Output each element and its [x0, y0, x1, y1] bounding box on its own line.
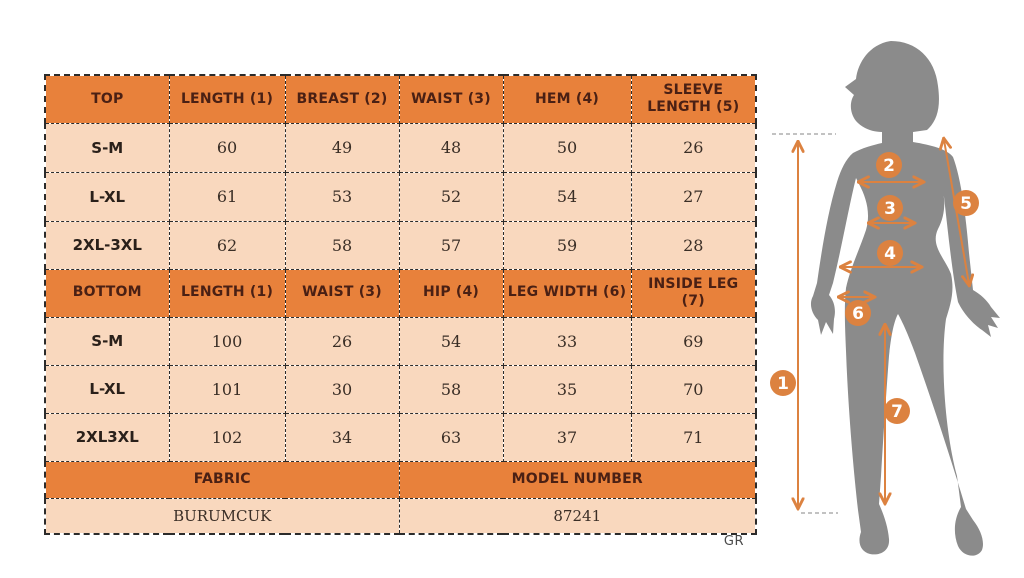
- measurement-value: 49: [284, 122, 400, 173]
- column-header: HEM (4): [502, 74, 632, 124]
- measurement-value: 48: [398, 122, 504, 173]
- sleeve-length-arrow: [944, 140, 969, 284]
- table-row: FABRIC MODEL NUMBER: [44, 460, 757, 499]
- size-label: S-M: [44, 316, 170, 366]
- body-measurement-diagram: 1 2 3 4 5 6 7: [770, 41, 1000, 556]
- size-label: L-XL: [44, 171, 170, 222]
- table-row: L-XL 101 30 58 35 70: [44, 364, 757, 414]
- column-header: HIP (4): [398, 268, 504, 318]
- measurement-value: 57: [398, 220, 504, 270]
- measurement-value: 27: [630, 171, 757, 222]
- size-label: 2XL-3XL: [44, 220, 170, 270]
- svg-text:1: 1: [777, 374, 789, 394]
- measurement-value: 71: [630, 412, 757, 462]
- measurement-value: 63: [398, 412, 504, 462]
- table-row: 2XL-3XL 62 58 57 59 28: [44, 220, 757, 270]
- table-row: TOP LENGTH (1) BREAST (2) WAIST (3) HEM …: [44, 74, 757, 124]
- measurement-value: 69: [630, 316, 757, 366]
- column-header: LEG WIDTH (6): [502, 268, 632, 318]
- measurement-value: 59: [502, 220, 632, 270]
- measurement-value: 70: [630, 364, 757, 414]
- measurement-value: 61: [168, 171, 286, 222]
- marker-badge-1: 1: [770, 370, 796, 396]
- size-label: S-M: [44, 122, 170, 173]
- table-row: BOTTOM LENGTH (1) WAIST (3) HIP (4) LEG …: [44, 268, 757, 318]
- svg-text:6: 6: [852, 304, 864, 324]
- measurement-figure: 1 2 3 4 5 6 7: [765, 20, 1024, 575]
- marker-badge-6: 6: [845, 300, 871, 326]
- measurement-value: 54: [502, 171, 632, 222]
- measurement-value: 102: [168, 412, 286, 462]
- measurement-value: 62: [168, 220, 286, 270]
- bottom-section-header: BOTTOM: [44, 268, 170, 318]
- marker-badge-2: 2: [876, 152, 902, 178]
- column-header: WAIST (3): [284, 268, 400, 318]
- size-label: L-XL: [44, 364, 170, 414]
- fabric-value: BURUMCUK: [44, 497, 400, 535]
- svg-text:7: 7: [891, 402, 903, 422]
- column-header: LENGTH (1): [168, 268, 286, 318]
- column-header: WAIST (3): [398, 74, 504, 124]
- measurement-value: 34: [284, 412, 400, 462]
- model-number-value: 87241: [398, 497, 757, 535]
- measurement-value: 30: [284, 364, 400, 414]
- marker-badge-5: 5: [953, 190, 979, 216]
- body-silhouette: [810, 41, 1000, 556]
- measurement-value: 26: [630, 122, 757, 173]
- column-header: INSIDE LEG (7): [630, 268, 757, 318]
- measurement-value: 58: [284, 220, 400, 270]
- marker-badge-4: 4: [877, 240, 903, 266]
- measurement-value: 50: [502, 122, 632, 173]
- size-label: 2XL3XL: [44, 412, 170, 462]
- svg-text:4: 4: [884, 244, 896, 264]
- table-row: L-XL 61 53 52 54 27: [44, 171, 757, 222]
- measurement-value: 58: [398, 364, 504, 414]
- measurement-value: 52: [398, 171, 504, 222]
- fabric-header: FABRIC: [44, 460, 400, 499]
- table-row: S-M 100 26 54 33 69: [44, 316, 757, 366]
- measurement-value: 26: [284, 316, 400, 366]
- column-header: BREAST (2): [284, 74, 400, 124]
- table-row: BURUMCUK 87241: [44, 497, 757, 535]
- measurement-value: 60: [168, 122, 286, 173]
- table-row: S-M 60 49 48 50 26: [44, 122, 757, 173]
- column-header: SLEEVE LENGTH (5): [630, 74, 757, 124]
- column-header: LENGTH (1): [168, 74, 286, 124]
- measurement-value: 28: [630, 220, 757, 270]
- svg-text:3: 3: [884, 199, 896, 219]
- measurement-value: 53: [284, 171, 400, 222]
- measurement-value: 35: [502, 364, 632, 414]
- svg-text:2: 2: [883, 156, 895, 176]
- measurement-value: 37: [502, 412, 632, 462]
- credit-label: GR: [723, 534, 744, 549]
- measurement-value: 33: [502, 316, 632, 366]
- marker-badge-3: 3: [877, 195, 903, 221]
- measurement-value: 101: [168, 364, 286, 414]
- model-number-header: MODEL NUMBER: [398, 460, 757, 499]
- marker-badge-7: 7: [884, 398, 910, 424]
- measurement-value: 100: [168, 316, 286, 366]
- svg-text:5: 5: [960, 194, 972, 214]
- table-row: 2XL3XL 102 34 63 37 71: [44, 412, 757, 462]
- size-chart-table: TOP LENGTH (1) BREAST (2) WAIST (3) HEM …: [44, 74, 757, 535]
- top-section-header: TOP: [44, 74, 170, 124]
- measurement-value: 54: [398, 316, 504, 366]
